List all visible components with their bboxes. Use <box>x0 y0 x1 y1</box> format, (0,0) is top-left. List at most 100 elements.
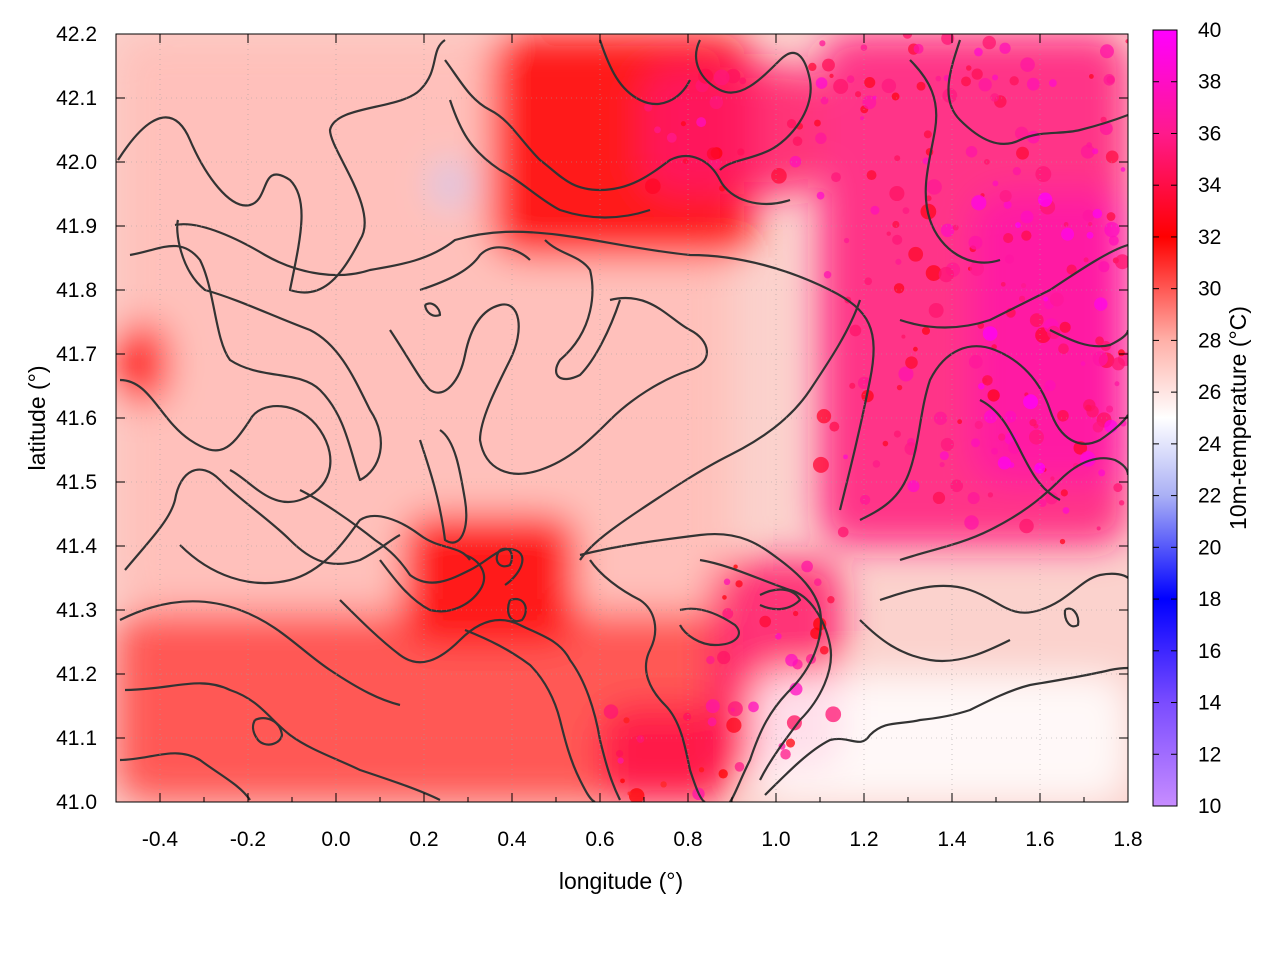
temperature-speckle <box>843 237 850 244</box>
temperature-speckle <box>925 195 932 202</box>
contour-line <box>589 559 706 802</box>
temperature-speckle <box>952 224 959 231</box>
temperature-speckle <box>987 492 994 498</box>
contour-line <box>947 39 1128 145</box>
contour-line <box>423 302 442 317</box>
temperature-speckle <box>998 433 1006 441</box>
temperature-speckle <box>928 302 944 318</box>
temperature-speckle <box>1038 498 1047 508</box>
contour-line <box>598 39 691 105</box>
x-tick-label: 1.0 <box>761 828 790 851</box>
temperature-speckle <box>603 704 619 719</box>
temperature-speckle <box>913 43 924 54</box>
temperature-speckle <box>827 596 835 604</box>
temperature-speckle <box>933 411 948 426</box>
temperature-speckle <box>698 68 714 84</box>
temperature-speckle <box>789 155 802 168</box>
temperature-speckle <box>1066 264 1077 275</box>
x-tick-label: 0.2 <box>409 828 438 851</box>
temperature-speckle <box>1092 208 1103 219</box>
x-tick-label: 0.6 <box>585 828 614 851</box>
temperature-speckle <box>974 47 983 57</box>
temperature-speckle <box>974 420 983 430</box>
temperature-speckle <box>1099 44 1114 59</box>
temperature-speckle <box>717 650 731 665</box>
temperature-speckle <box>860 116 865 121</box>
temperature-speckle <box>812 456 829 473</box>
temperature-speckle <box>666 132 677 143</box>
temperature-region <box>402 514 578 642</box>
contour-line <box>119 600 401 707</box>
temperature-speckle <box>895 258 902 265</box>
temperature-speckle <box>707 717 717 727</box>
y-tick-label: 41.3 <box>56 599 97 622</box>
temperature-speckle <box>1012 167 1022 176</box>
temperature-speckle <box>792 610 799 617</box>
temperature-speckle <box>833 78 849 94</box>
temperature-speckle <box>726 717 742 733</box>
temperature-speckle <box>734 761 745 772</box>
contour-line <box>899 243 1128 329</box>
terrain-contours <box>117 39 1128 802</box>
temperature-speckle <box>1058 343 1069 354</box>
contour-line <box>495 547 514 568</box>
temperature-speckle <box>1114 381 1120 387</box>
temperature-speckle <box>620 778 625 784</box>
contour-line <box>174 223 875 511</box>
temperature-speckle <box>1114 254 1128 270</box>
contour-line <box>879 572 1128 614</box>
temperature-speckle <box>735 580 743 588</box>
temperature-speckle <box>971 68 983 80</box>
temperature-speckle <box>939 462 945 468</box>
temperature-speckle <box>855 91 862 98</box>
temperature-speckle <box>935 75 942 82</box>
x-tick-label: -0.2 <box>230 828 266 851</box>
colorbar-tick-label: 38 <box>1198 71 1221 94</box>
colorbar-title: 10m-temperature (°C) <box>1225 306 1251 530</box>
temperature-speckle <box>816 408 832 424</box>
temperature-speckle <box>1003 233 1014 244</box>
temperature-speckle <box>1118 500 1125 506</box>
colorbar-tick-label: 36 <box>1198 122 1221 145</box>
temperature-speckle <box>748 701 759 713</box>
temperature-speckle <box>886 231 891 236</box>
temperature-speckle <box>1092 148 1099 155</box>
colorbar-tick-label: 34 <box>1198 174 1222 197</box>
temperature-speckle <box>1092 351 1108 367</box>
temperature-speckle <box>1082 209 1095 222</box>
contour-line <box>299 489 524 586</box>
temperature-speckle <box>941 34 955 45</box>
temperature-region <box>116 322 169 406</box>
temperature-region <box>432 162 468 207</box>
temperature-speckle <box>718 769 728 779</box>
temperature-speckle <box>872 95 877 100</box>
temperature-speckle <box>1085 404 1092 412</box>
temperature-speckle <box>965 145 978 158</box>
temperature-speckle <box>950 479 964 493</box>
temperature-speckle <box>820 96 829 105</box>
temperature-speckle <box>881 78 897 94</box>
temperature-speckle <box>938 266 954 283</box>
temperature-speckle <box>892 234 903 245</box>
contour-line <box>579 532 823 802</box>
temperature-speckle <box>1098 469 1106 477</box>
temperature-speckle <box>725 68 741 84</box>
contour-line <box>859 345 1128 521</box>
temperature-speckle <box>739 77 747 85</box>
temperature-speckle <box>1004 410 1017 423</box>
contour-line <box>117 39 446 294</box>
temperature-speckle <box>792 136 803 147</box>
temperature-speckle <box>644 178 661 195</box>
temperature-speckle <box>857 376 871 390</box>
temperature-speckle <box>775 633 782 640</box>
temperature-speckle <box>907 480 920 493</box>
temperature-speckle <box>706 147 720 161</box>
temperature-speckle <box>1106 212 1116 221</box>
contour-line <box>389 297 708 475</box>
temperature-speckle <box>1117 349 1125 357</box>
x-tick-label: 0.4 <box>497 828 527 851</box>
contour-line <box>679 607 740 647</box>
temperature-speckle <box>660 781 667 788</box>
temperature-speckle <box>713 69 730 86</box>
temperature-speckle <box>843 454 848 460</box>
